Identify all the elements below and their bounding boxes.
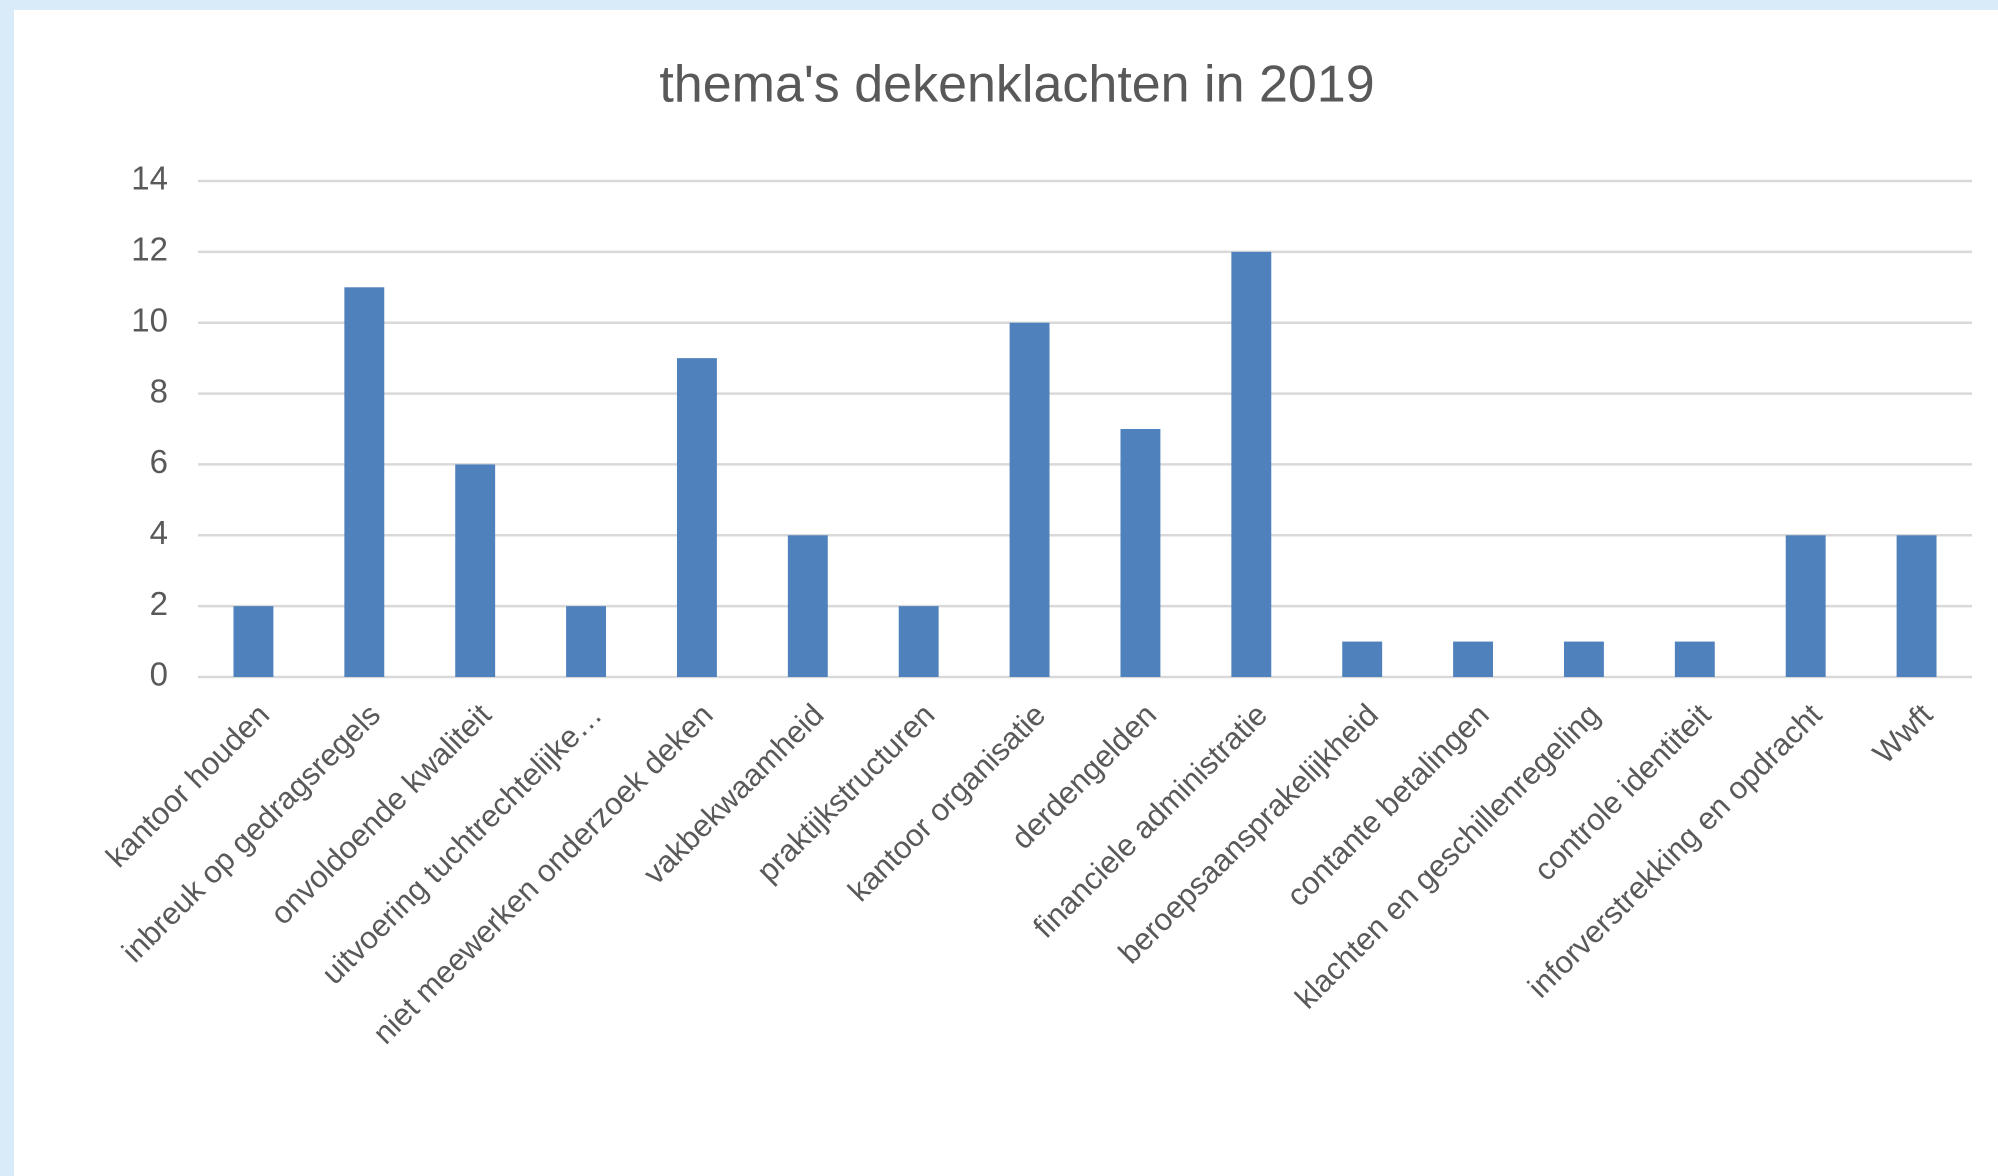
bar (233, 606, 274, 677)
chart-title: thema's dekenklachten in 2019 (659, 56, 1374, 114)
bar (1231, 251, 1272, 677)
bar (1120, 429, 1161, 677)
bar (676, 358, 717, 677)
y-tick-label: 0 (150, 656, 168, 693)
chart-area (14, 10, 1998, 1176)
y-tick-label: 10 (131, 301, 168, 338)
bar (1342, 641, 1383, 677)
y-tick-label: 8 (150, 372, 168, 409)
y-tick-label: 4 (150, 514, 168, 551)
bar (1896, 535, 1937, 677)
bar (898, 606, 939, 677)
y-tick-label: 14 (131, 160, 168, 197)
bar (1563, 641, 1604, 677)
bar (787, 535, 828, 677)
bar (1785, 535, 1826, 677)
y-tick-label: 2 (150, 585, 168, 622)
bar (566, 606, 607, 677)
y-tick-label: 6 (150, 443, 168, 480)
bar (455, 464, 496, 677)
bar (1453, 641, 1494, 677)
y-tick-label: 12 (131, 231, 168, 268)
bar (344, 287, 385, 677)
bar (1674, 641, 1715, 677)
bar (1009, 322, 1050, 677)
